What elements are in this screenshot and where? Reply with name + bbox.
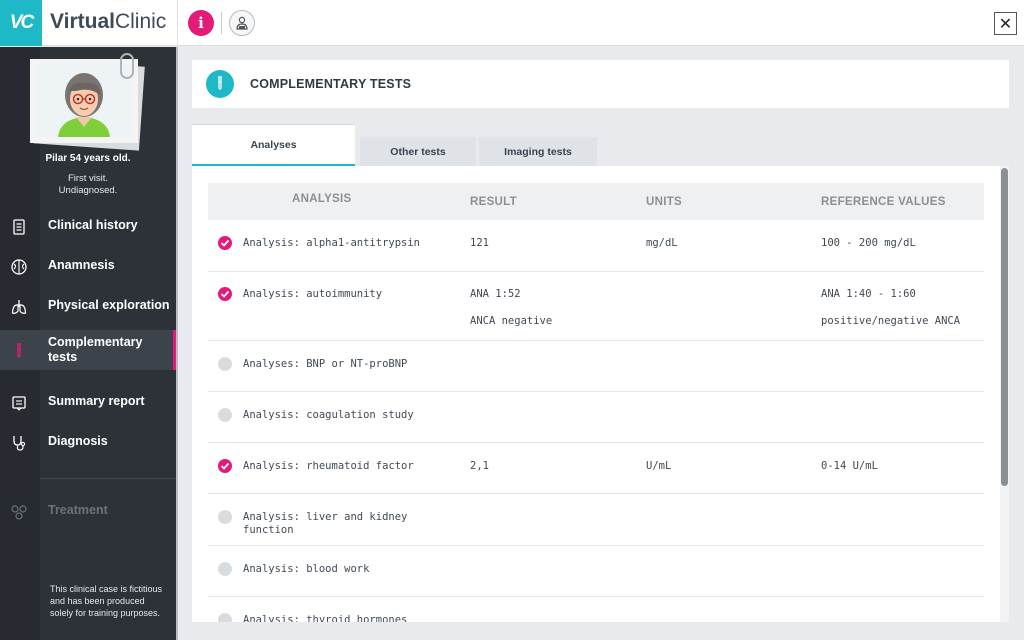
checkmark-icon: [218, 459, 232, 473]
brand-divider: [177, 0, 178, 46]
patient-avatar: [36, 65, 132, 137]
test-tube-icon: [17, 343, 21, 358]
analysis-name: Analyses: BNP or NT-proBNP: [243, 358, 408, 370]
table-row[interactable]: Analyses: BNP or NT-proBNP: [208, 341, 984, 392]
reference-value-secondary: positive/negative ANCA: [821, 315, 961, 327]
column-header-units: UNITS: [646, 196, 682, 208]
sidebar-item-physical-exploration[interactable]: Physical exploration: [0, 286, 176, 326]
scrollbar[interactable]: [1000, 166, 1009, 622]
analysis-name: Analysis: coagulation study: [243, 409, 414, 421]
column-header-result: RESULT: [470, 196, 517, 208]
sidebar-item-clinical-history[interactable]: Clinical history: [0, 206, 176, 246]
close-icon: ✕: [998, 15, 1013, 33]
close-button[interactable]: ✕: [994, 12, 1017, 35]
table-row[interactable]: Analysis: liver and kidney function: [208, 494, 984, 546]
report-icon: [12, 396, 26, 411]
table-row[interactable]: Analysis: rheumatoid factor 2,1 U/mL 0-1…: [208, 443, 984, 494]
units-value: U/mL: [646, 460, 672, 472]
section-header: COMPLEMENTARY TESTS: [192, 60, 1009, 108]
analyses-table: ANALYSIS RESULT UNITS REFERENCE VALUES A…: [192, 166, 1009, 622]
lungs-icon: [11, 300, 27, 314]
info-icon: i: [198, 14, 204, 32]
analysis-name: Analysis: alpha1-antitrypsin: [243, 237, 421, 249]
sidebar-item-complementary-tests[interactable]: Complementary tests: [0, 330, 176, 370]
sidebar-divider: [40, 478, 176, 479]
app-title: VirtualClinic: [50, 10, 166, 34]
patient-team-button[interactable]: [229, 10, 255, 36]
patient-portrait-icon: [58, 73, 110, 137]
sidebar-item-label: Anamnesis: [48, 258, 115, 272]
sidebar-item-label: Physical exploration: [48, 298, 170, 312]
diagnosis-status: Undiagnosed.: [58, 185, 118, 196]
patient-photo: [30, 53, 145, 151]
table-row[interactable]: Analysis: coagulation study: [208, 392, 984, 443]
info-button[interactable]: i: [188, 10, 214, 36]
table-row[interactable]: Analysis: thyroid hormones: [208, 597, 984, 622]
tab-imaging-tests[interactable]: Imaging tests: [479, 137, 597, 167]
people-icon: [236, 16, 248, 30]
toolbar-divider: [221, 12, 222, 34]
table-row[interactable]: Analysis: autoimmunity ANA 1:52 ANCA neg…: [208, 272, 984, 341]
unchecked-circle-icon: [218, 562, 232, 576]
analysis-name: Analysis: thyroid hormones: [243, 614, 408, 622]
tab-other-tests[interactable]: Other tests: [360, 137, 476, 167]
tab-label: Analyses: [250, 138, 297, 151]
table-row[interactable]: Analysis: blood work: [208, 546, 984, 597]
pills-icon: [11, 505, 27, 520]
sidebar-item-label: Clinical history: [48, 218, 138, 232]
unchecked-circle-icon: [218, 613, 232, 622]
brand-prefix: Virtual: [50, 10, 115, 33]
sidebar-item-label: Summary report: [48, 394, 145, 408]
analysis-name-continued: function: [243, 524, 294, 536]
sidebar-item-label: Treatment: [48, 503, 108, 517]
sidebar-item-label: Diagnosis: [48, 434, 108, 448]
unchecked-circle-icon: [218, 408, 232, 422]
unchecked-circle-icon: [218, 357, 232, 371]
unchecked-circle-icon: [218, 510, 232, 524]
sidebar-item-treatment: Treatment: [0, 491, 176, 531]
app-logo: VC: [0, 0, 42, 46]
sidebar-item-label: Complementary tests: [48, 335, 143, 364]
paperclip-icon: [120, 53, 134, 79]
table-header: ANALYSIS RESULT UNITS REFERENCE VALUES: [208, 183, 984, 220]
analysis-name: Analysis: blood work: [243, 563, 370, 575]
disclaimer-text: This clinical case is fictitious and has…: [50, 584, 163, 618]
result-value: 121: [470, 237, 489, 249]
analysis-name: Analysis: rheumatoid factor: [243, 460, 414, 472]
column-header-analysis: ANALYSIS: [292, 193, 352, 205]
patient-status: First visit. Undiagnosed.: [0, 173, 176, 197]
sidebar-item-diagnosis[interactable]: Diagnosis: [0, 422, 176, 462]
page-title: COMPLEMENTARY TESTS: [250, 77, 412, 91]
table-row[interactable]: Analysis: alpha1-antitrypsin 121 mg/dL 1…: [208, 221, 984, 272]
patient-name: Pilar 54 years old.: [45, 153, 131, 164]
tab-label: Other tests: [390, 146, 446, 158]
clipboard-icon: [13, 219, 25, 235]
sidebar-item-anamnesis[interactable]: Anamnesis: [0, 246, 176, 286]
logo-text: VC: [9, 12, 34, 33]
result-value: 2,1: [470, 460, 489, 472]
result-value-secondary: ANCA negative: [470, 315, 553, 327]
analysis-name: Analysis: liver and kidney: [243, 511, 408, 523]
brand-suffix: Clinic: [114, 10, 167, 33]
tab-label: Imaging tests: [504, 146, 572, 158]
units-value: mg/dL: [646, 237, 678, 249]
column-header-reference: REFERENCE VALUES: [821, 196, 946, 208]
sidebar-edge: [176, 47, 178, 640]
checkmark-icon: [218, 287, 232, 301]
stethoscope-icon: [13, 436, 26, 451]
visit-label: First visit.: [67, 173, 109, 184]
sidebar-item-summary-report[interactable]: Summary report: [0, 382, 176, 422]
analysis-name: Analysis: autoimmunity: [243, 288, 383, 300]
scrollbar-thumb[interactable]: [1001, 168, 1008, 486]
brain-icon: [11, 259, 27, 275]
tab-analyses[interactable]: Analyses: [192, 124, 355, 166]
top-bar: VC VirtualClinic i ✕: [0, 0, 1024, 46]
checkmark-icon: [218, 236, 232, 250]
sidebar: Pilar 54 years old. First visit. Undiagn…: [0, 47, 176, 640]
reference-value: ANA 1:40 - 1:60: [821, 288, 916, 300]
reference-value: 0-14 U/mL: [821, 460, 878, 472]
result-value: ANA 1:52: [470, 288, 521, 300]
test-tube-icon: [206, 70, 234, 98]
reference-value: 100 - 200 mg/dL: [821, 237, 916, 249]
